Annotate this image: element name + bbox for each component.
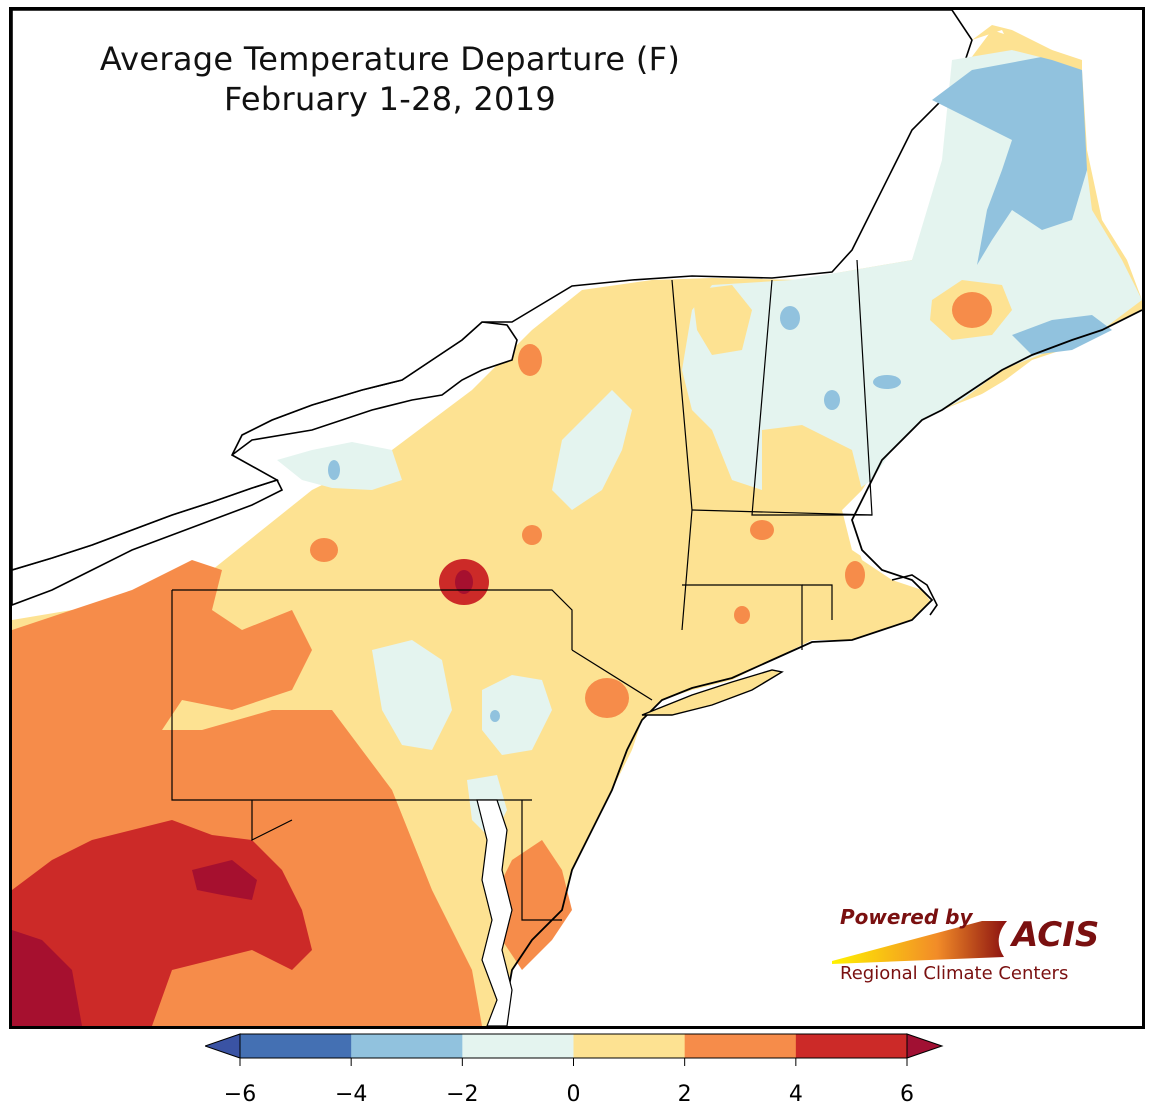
acis-name: ACIS xyxy=(1012,915,1100,955)
map-title: Average Temperature Departure (F) xyxy=(99,40,681,78)
legend-under-arrow xyxy=(205,1033,241,1059)
extreme-region-wv xyxy=(12,930,82,1026)
warm-spot-ny-west xyxy=(310,538,338,562)
acis-powered-by: Powered by xyxy=(840,905,973,929)
legend-bins xyxy=(240,1034,908,1058)
temperature-departure-map xyxy=(12,10,1142,1026)
map-subtitle: February 1-28, 2019 xyxy=(223,80,557,118)
legend-tick-label: 6 xyxy=(900,1082,914,1107)
cold-spot-me-central xyxy=(873,375,901,389)
legend-bin xyxy=(240,1034,352,1058)
acis-swoosh-logo xyxy=(832,921,1007,964)
warm-spot-me xyxy=(952,292,992,328)
legend-bin xyxy=(573,1034,686,1058)
cool-region-ne-pa xyxy=(482,675,552,755)
extreme-region-va xyxy=(192,860,257,900)
cool-region-lake-ontario-shore xyxy=(277,442,402,490)
legend-bin xyxy=(684,1034,797,1058)
canada-area xyxy=(12,10,973,571)
cape-cod xyxy=(891,574,938,616)
legend-tick-label: −2 xyxy=(446,1082,478,1107)
legend-tick-label: −6 xyxy=(224,1082,256,1107)
legend-ticks: −6 −4 −2 0 2 4 6 xyxy=(224,1058,914,1107)
cold-spot-nh xyxy=(824,390,840,410)
warm-pocket-nh-south xyxy=(762,425,862,510)
legend-tick-label: −4 xyxy=(335,1082,367,1107)
acis-branding: Powered by ACIS Regional Climate Centers xyxy=(832,905,1102,990)
hot-spot-ny-core xyxy=(455,570,473,594)
legend-tick-label: 4 xyxy=(789,1082,803,1107)
legend-colorbar: −6 −4 −2 0 2 4 6 xyxy=(205,1033,944,1107)
chesapeake-bay xyxy=(476,799,513,1026)
legend-tick-label: 0 xyxy=(567,1082,581,1107)
warm-pocket-vt xyxy=(692,285,752,355)
warm-spot-ct xyxy=(734,606,750,624)
cool-region-pa xyxy=(372,640,452,750)
long-island xyxy=(641,669,784,716)
warm-spot-nj xyxy=(585,678,629,718)
cold-region-north-maine xyxy=(932,55,1087,265)
cold-region-coastal-maine xyxy=(1012,315,1112,355)
cold-spot-pa xyxy=(490,710,500,722)
warm-spot-ma xyxy=(750,520,774,540)
atlantic-coastline xyxy=(501,309,1142,1026)
legend-bin xyxy=(462,1034,574,1058)
warm-region-nj-coast xyxy=(492,840,572,970)
legend-bin xyxy=(795,1034,908,1058)
acis-subtitle: Regional Climate Centers xyxy=(840,963,1069,984)
cold-spot-vt xyxy=(780,306,800,330)
warm-pocket-maine-north xyxy=(972,25,1082,70)
map-frame xyxy=(9,7,1145,1029)
cold-spot-ny-west xyxy=(328,460,340,480)
state-borders xyxy=(171,259,873,921)
warm-spot-ny-north xyxy=(518,344,542,376)
legend-tick-label: 2 xyxy=(678,1082,692,1107)
ocean-area xyxy=(502,310,1142,1026)
legend-bin xyxy=(351,1034,463,1058)
warm-spot-ny-center xyxy=(522,525,542,545)
legend-over-arrow xyxy=(906,1033,944,1059)
warm-spot-ri xyxy=(845,561,865,589)
cool-region-east-ny xyxy=(552,390,632,510)
